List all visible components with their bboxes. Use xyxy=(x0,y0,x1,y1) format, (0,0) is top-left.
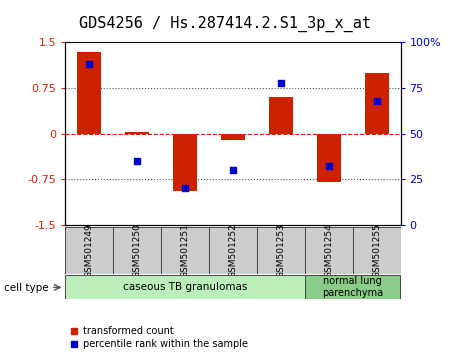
Bar xyxy=(65,227,113,274)
Point xyxy=(373,98,380,104)
Point xyxy=(86,62,93,67)
Bar xyxy=(209,227,257,274)
Bar xyxy=(257,227,305,274)
Bar xyxy=(77,52,101,133)
Text: normal lung
parenchyma: normal lung parenchyma xyxy=(322,276,383,298)
Bar xyxy=(161,227,209,274)
Text: GSM501254: GSM501254 xyxy=(324,223,333,278)
Text: GDS4256 / Hs.287414.2.S1_3p_x_at: GDS4256 / Hs.287414.2.S1_3p_x_at xyxy=(79,16,371,32)
Point xyxy=(277,80,284,85)
Bar xyxy=(305,275,400,299)
Point xyxy=(181,185,189,191)
Bar xyxy=(221,133,245,140)
Text: caseous TB granulomas: caseous TB granulomas xyxy=(123,282,247,292)
Bar xyxy=(173,133,197,192)
Text: GSM501252: GSM501252 xyxy=(228,223,238,278)
Legend: transformed count, percentile rank within the sample: transformed count, percentile rank withi… xyxy=(70,326,248,349)
Text: GSM501250: GSM501250 xyxy=(133,223,142,278)
Bar xyxy=(353,227,400,274)
Bar xyxy=(317,133,341,182)
Point xyxy=(134,158,141,164)
Text: GSM501253: GSM501253 xyxy=(276,223,285,278)
Bar xyxy=(125,132,149,133)
Text: GSM501255: GSM501255 xyxy=(372,223,381,278)
Text: cell type: cell type xyxy=(4,283,49,293)
Bar xyxy=(305,227,353,274)
Bar xyxy=(65,275,305,299)
Text: GSM501249: GSM501249 xyxy=(85,223,94,278)
Point xyxy=(325,164,332,169)
Bar xyxy=(364,73,388,133)
Point xyxy=(229,167,237,173)
Bar xyxy=(113,227,161,274)
Text: GSM501251: GSM501251 xyxy=(180,223,189,278)
Bar xyxy=(269,97,293,133)
